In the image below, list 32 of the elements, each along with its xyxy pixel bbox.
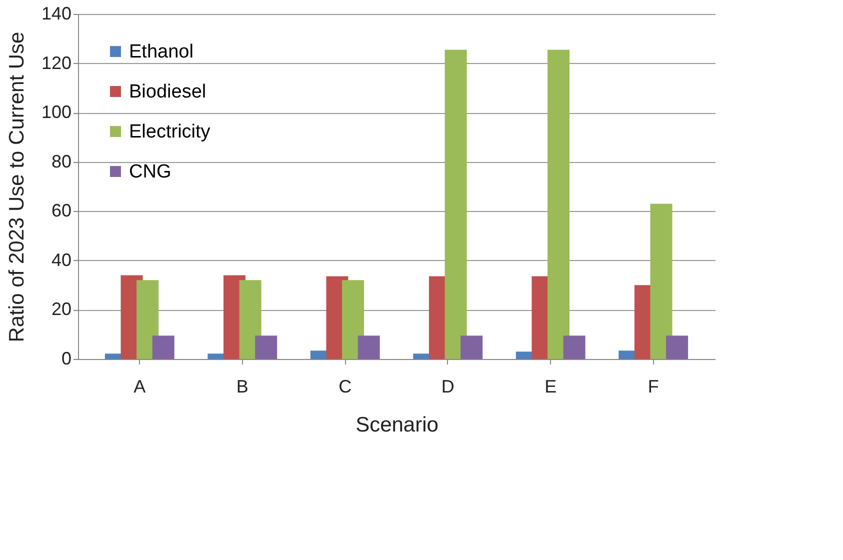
legend-label: Biodiesel bbox=[129, 82, 206, 102]
legend-label: Electricity bbox=[129, 122, 211, 142]
y-tick-label: 120 bbox=[41, 52, 72, 73]
x-tick-label: E bbox=[544, 376, 557, 396]
bar bbox=[650, 204, 672, 359]
bar bbox=[460, 336, 483, 359]
bar bbox=[563, 336, 586, 359]
x-tick-label: F bbox=[648, 376, 659, 396]
bar bbox=[342, 280, 364, 359]
x-axis-title: Scenario bbox=[356, 414, 438, 436]
x-tick-label: D bbox=[441, 376, 454, 396]
y-tick-label: 140 bbox=[41, 4, 72, 24]
y-tick-label: 20 bbox=[51, 299, 72, 320]
bar bbox=[444, 50, 467, 359]
y-tick-label: 0 bbox=[61, 348, 72, 368]
y-axis-title: Ratio of 2023 Use to Current Use bbox=[5, 32, 28, 342]
bar bbox=[239, 280, 262, 359]
bar bbox=[358, 336, 380, 359]
bar bbox=[548, 50, 570, 359]
bar bbox=[255, 336, 278, 359]
bar bbox=[136, 280, 159, 359]
legend-label: CNG bbox=[129, 162, 172, 182]
y-tick-label: 100 bbox=[41, 102, 72, 122]
bar bbox=[666, 336, 688, 359]
bar bbox=[152, 336, 174, 359]
legend-label: Ethanol bbox=[129, 42, 194, 62]
y-tick-label: 40 bbox=[51, 250, 72, 270]
x-tick-label: A bbox=[134, 376, 146, 396]
y-tick-label: 80 bbox=[51, 151, 72, 172]
x-tick-label: B bbox=[236, 376, 248, 396]
x-tick-label: C bbox=[338, 376, 352, 396]
y-tick-label: 60 bbox=[51, 200, 72, 221]
